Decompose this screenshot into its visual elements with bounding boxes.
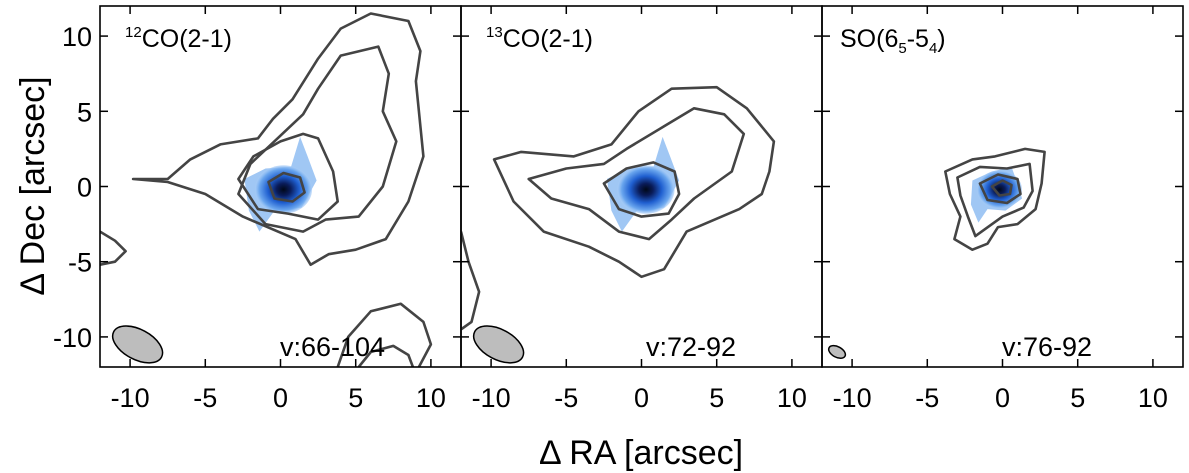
contour-13co-2 [602, 161, 681, 218]
y-tick-label: 10 [62, 22, 92, 52]
x-tick-label-13co: -10 [472, 383, 511, 413]
beam-ellipse-so [827, 344, 847, 359]
x-tick-label-13co: 5 [709, 383, 724, 413]
emission-core-13co [617, 165, 675, 214]
contour-so-3 [990, 179, 1013, 197]
velocity-label-12co: v:66-104 [280, 332, 385, 362]
x-tick-label-13co: 10 [777, 383, 807, 413]
contour-12co-3 [267, 171, 306, 203]
x-tick-label-so: 10 [1138, 383, 1168, 413]
x-tick-label-13co: -5 [554, 383, 578, 413]
x-tick-label-12co: 5 [348, 383, 363, 413]
contour-12co-4 [100, 230, 127, 266]
beam-ellipse-13co [472, 325, 525, 364]
x-tick-label-12co: 10 [416, 383, 446, 413]
panel-title-so: SO(65-54) [840, 25, 946, 57]
velocity-label-so: v:76-92 [1002, 332, 1092, 362]
beam-ellipse-12co [111, 325, 164, 364]
panel-12co-plot [100, 12, 433, 367]
x-tick-label-so: 0 [995, 383, 1010, 413]
contour-13co-1 [527, 107, 746, 241]
y-tick-label: -5 [68, 248, 92, 278]
x-tick-label-12co: 0 [273, 383, 288, 413]
contour-12co-1 [237, 45, 398, 233]
y-axis-title: Δ Dec [arcsec] [14, 76, 52, 295]
velocity-label-13co: v:72-92 [646, 332, 736, 362]
contour-13co-0 [492, 85, 776, 279]
y-tick-label: -10 [53, 323, 92, 353]
panel-title-12co: 12CO(2-1) [125, 24, 232, 53]
contour-12co-5 [336, 302, 433, 367]
panel-title-13co: 13CO(2-1) [486, 24, 593, 53]
contour-so-0 [944, 147, 1046, 251]
y-tick-label: 0 [77, 173, 92, 203]
contour-13co-3 [461, 231, 481, 331]
x-axis-title: Δ RA [arcsec] [539, 434, 743, 472]
x-tick-label-13co: 0 [634, 383, 649, 413]
x-tick-label-so: -5 [915, 383, 939, 413]
contour-12co-2 [237, 132, 339, 221]
x-tick-label-so: -10 [833, 383, 872, 413]
panel-so-plot [827, 147, 1046, 359]
contour-12co-6 [357, 344, 415, 367]
panels: -10 -5 0 5 10 10 5 0 -5 -10 -10 -5 0 5 10 -10 -5 0 5 10 [53, 5, 1184, 413]
contour-so-2 [978, 173, 1022, 205]
x-tick-label-so: 5 [1070, 383, 1085, 413]
y-tick-label: 5 [77, 97, 92, 127]
contour-12co-0 [131, 12, 425, 266]
x-tick-label-12co: -5 [193, 383, 217, 413]
x-tick-label-12co: -10 [111, 383, 150, 413]
contour-so-1 [956, 162, 1034, 238]
panel-13co-plot [461, 85, 776, 364]
